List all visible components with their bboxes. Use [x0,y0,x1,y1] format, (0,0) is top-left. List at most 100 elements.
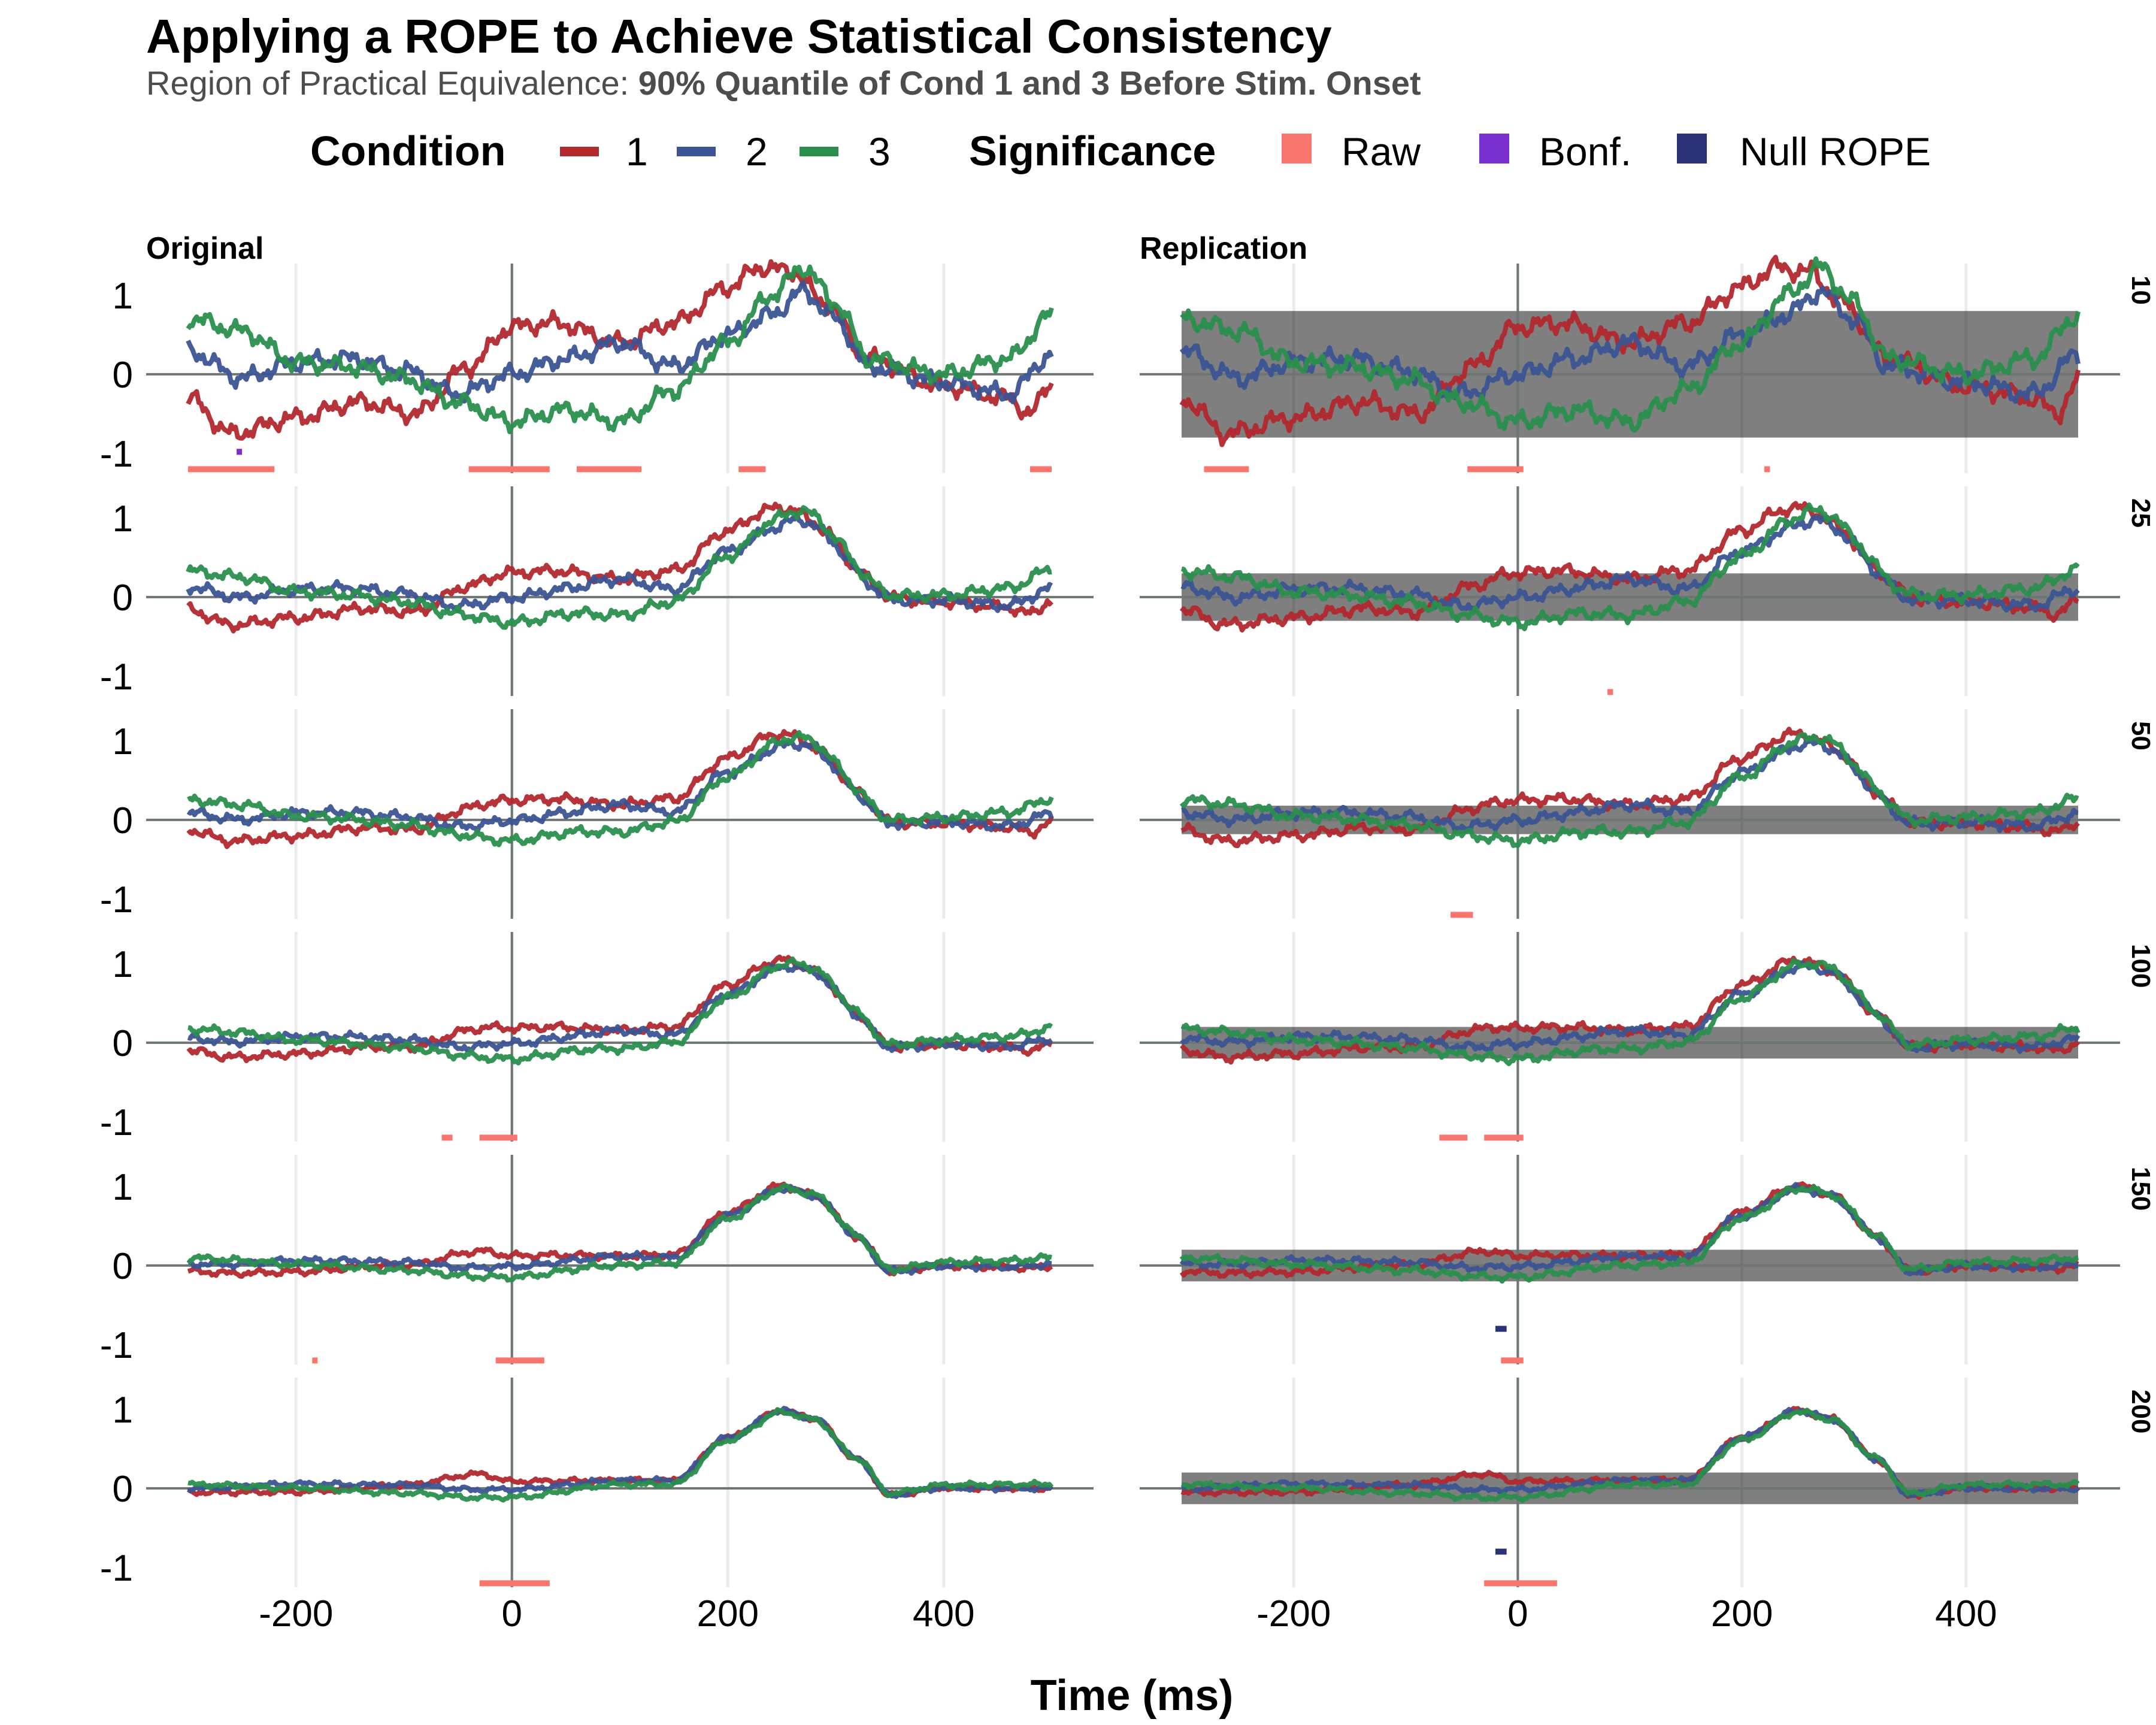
series-condition-2 [1179,1182,2079,1276]
series-condition-3 [186,1183,1052,1283]
row-label-100: 100 [2126,944,2155,988]
chart-subtitle-bold: 90% Quantile of Cond 1 and 3 Before Stim… [638,64,1421,102]
row-labels: 10 25 50 100 150 200 [2126,276,2155,1433]
significance-mark-raw [1467,466,1524,473]
x-axis-title: Time (ms) [1031,1672,1234,1720]
series-condition-3 [186,505,1052,630]
legend-raw-key [1282,134,1312,164]
y-tick-labels: -1 0 1 -1 0 1 -1 0 1 -1 0 1 -1 0 1 -1 0 1 [100,276,133,1589]
x-tick-label: 0 [502,1593,522,1635]
y-tick-label: -1 [100,1102,133,1143]
series-condition-3 [1179,732,2079,848]
significance-mark-raw [1484,1134,1524,1141]
series-condition-3 [1180,256,2081,433]
x-tick-label: -200 [259,1593,333,1635]
row-label-50: 50 [2126,721,2155,750]
significance-mark-raw [441,1134,453,1141]
legend-significance-title: Significance [969,128,1216,174]
significance-mark-raw [576,466,642,473]
y-tick-label: 1 [113,1390,133,1431]
series-condition-3 [1180,502,2080,631]
significance-mark-raw [1607,689,1613,695]
significance-mark-raw [188,466,275,473]
y-tick-label: 1 [113,498,133,540]
significance-mark-raw [1484,1580,1557,1587]
series-condition-3 [187,956,1053,1066]
series-condition-3 [186,264,1054,434]
panel-original-25 [146,486,1094,696]
chart-subtitle: Region of Practical Equivalence: 90% Qua… [146,64,1421,102]
series-condition-3 [1180,958,2081,1066]
x-tick-label: 200 [697,1593,759,1635]
significance-mark-raw [312,1357,318,1364]
x-tick-label: -200 [1256,1593,1331,1635]
panel-original-10 [146,259,1094,473]
panel-original-200 [146,1378,1094,1587]
significance-mark-bonf [237,449,243,455]
row-label-25: 25 [2126,498,2155,528]
series-condition-3 [187,1407,1054,1503]
panel-replication-100 [1140,932,2120,1142]
legend-bonf-label: Bonf. [1539,129,1631,174]
y-tick-label: -1 [100,1548,133,1589]
y-tick-label: -1 [100,879,133,921]
panel-replication-10 [1140,255,2120,473]
series-condition-3 [1179,1184,2079,1284]
y-tick-label: 0 [113,800,133,842]
y-tick-label: 1 [113,721,133,762]
y-tick-label: -1 [100,434,133,475]
chart-subtitle-prefix: Region of Practical Equivalence: [146,64,638,102]
significance-mark-raw [1501,1357,1524,1364]
x-tick-label: 400 [1935,1593,1997,1635]
significance-mark-raw [479,1580,550,1587]
series-condition-1 [186,501,1053,634]
legend-condition-title: Condition [310,128,506,174]
significance-mark-rope [1495,1548,1507,1555]
y-tick-label: 0 [113,1023,133,1064]
panel-original-50 [146,709,1094,919]
legend-condition-1-label: 1 [626,129,648,174]
significance-mark-raw [1764,466,1770,473]
legend-null-rope-label: Null ROPE [1740,129,1931,174]
row-label-200: 200 [2126,1390,2155,1433]
x-tick-label: 0 [1507,1593,1528,1635]
significance-mark-raw [479,1134,517,1141]
y-tick-label: 0 [113,577,133,619]
legend-raw-label: Raw [1342,129,1421,174]
legend-condition-2-label: 2 [746,129,768,174]
panel-replication-50 [1140,709,2120,919]
panels [146,255,2120,1587]
y-tick-label: 1 [113,1167,133,1208]
row-label-150: 150 [2126,1167,2155,1210]
legend-condition-3-label: 3 [868,129,891,174]
panel-replication-150 [1140,1155,2120,1364]
series-condition-2 [1180,960,2081,1054]
significance-mark-raw [495,1357,544,1364]
legend-bonf-key [1479,134,1509,164]
y-tick-label: 1 [113,276,133,317]
y-tick-label: 0 [113,355,133,396]
significance-mark-raw [1451,912,1473,918]
significance-mark-raw [1204,466,1249,473]
chart-title: Applying a ROPE to Achieve Statistical C… [146,10,1332,63]
panel-replication-200 [1140,1378,2120,1587]
significance-mark-raw [1029,466,1052,473]
significance-mark-raw [468,466,550,473]
column-label-original: Original [146,231,264,266]
x-tick-label: 400 [913,1593,974,1635]
row-label-10: 10 [2126,276,2155,305]
x-tick-labels: -200 0 200 400 -200 0 200 400 [259,1593,1997,1635]
series-condition-3 [1181,1408,2080,1503]
significance-mark-raw [1439,1134,1468,1141]
significance-mark-rope [1495,1325,1507,1332]
y-tick-label: -1 [100,1325,133,1366]
legend: Condition 1 2 3 Significance Raw Bonf. N… [310,128,1931,174]
series-condition-2 [187,1406,1053,1499]
significance-mark-raw [738,466,766,473]
x-tick-label: 200 [1711,1593,1773,1635]
y-tick-label: 0 [113,1246,133,1287]
panel-replication-25 [1140,486,2120,696]
y-tick-label: -1 [100,656,133,698]
y-tick-label: 1 [113,944,133,985]
